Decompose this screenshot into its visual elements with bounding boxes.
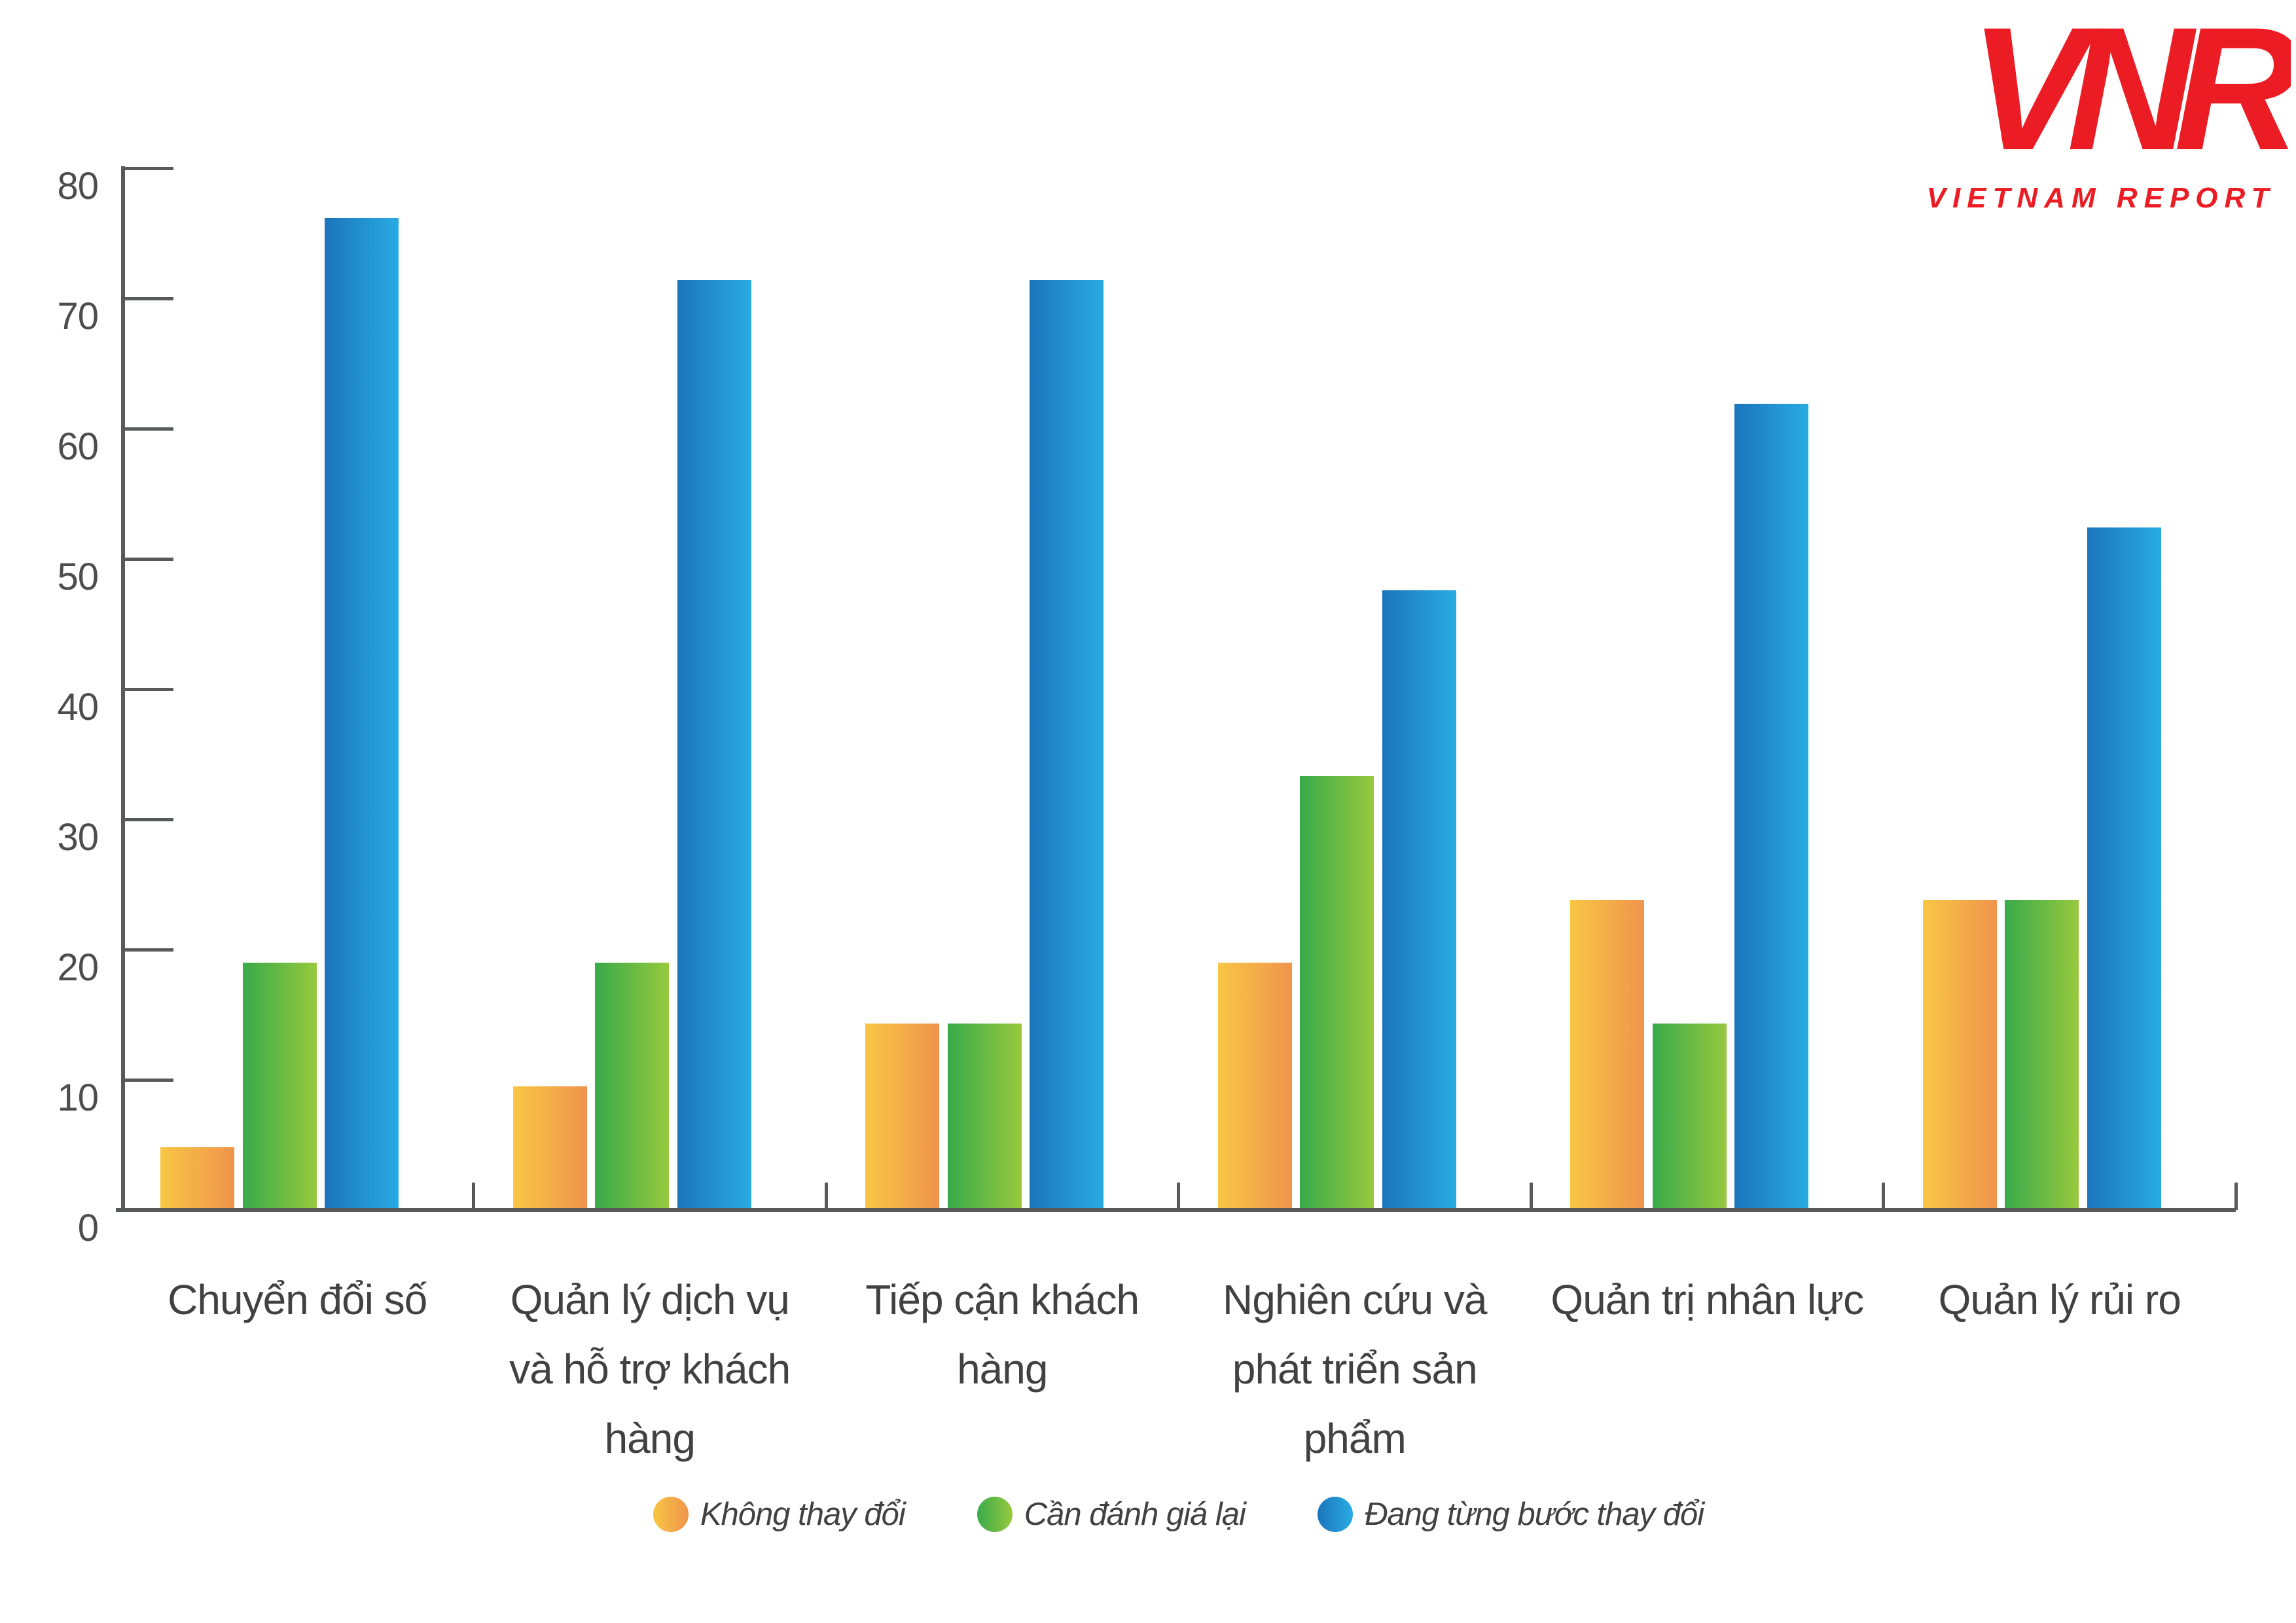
y-tick	[121, 687, 173, 691]
bar-đang-từng-bước-thay-đổi-cat2	[1030, 280, 1103, 1210]
bar-đang-từng-bước-thay-đổi-cat4	[1734, 404, 1808, 1210]
x-axis	[116, 1208, 2236, 1212]
category-label: Quản lý dịch vụ và hỗ trợ khách hàng	[474, 1265, 827, 1473]
legend-marker-icon	[977, 1497, 1013, 1532]
y-tick-label: 60	[57, 425, 99, 468]
y-tick-label: 40	[57, 686, 99, 728]
y-tick-label: 10	[57, 1077, 99, 1119]
legend: Không thay đổi Cần đánh giá lại Đang từng …	[121, 1493, 2236, 1535]
y-tick	[121, 817, 173, 821]
y-tick	[121, 166, 173, 170]
category-label: Quản trị nhân lực	[1531, 1265, 1884, 1334]
category-label: Quản lý rủi ro	[1884, 1265, 2236, 1334]
y-tick-label: 30	[57, 816, 99, 859]
y-tick-label: 80	[57, 165, 99, 207]
category-label-line: Quản lý rủi ro	[1938, 1276, 2181, 1323]
y-tick	[121, 296, 173, 300]
vnr-monogram-icon: VNR	[1969, 0, 2291, 183]
legend-marker-icon	[653, 1497, 689, 1532]
legend-marker-icon	[1317, 1497, 1353, 1532]
bar-không-thay-đổi-cat5	[1922, 900, 1997, 1210]
x-boundary-tick	[1529, 1183, 1533, 1210]
legend-item: Cần đánh giá lại	[977, 1497, 1246, 1532]
bar-không-thay-đổi-cat1	[512, 1086, 587, 1210]
legend-label: Không thay đổi	[700, 1497, 906, 1532]
vnr-monogram-text: VNR	[1969, 0, 2291, 183]
bar-không-thay-đổi-cat0	[160, 1147, 234, 1210]
category-label: Chuyển đổi số	[121, 1265, 474, 1334]
bar-cần-đánh-giá-lại-cat2	[947, 1024, 1022, 1210]
bar-không-thay-đổi-cat2	[865, 1024, 939, 1210]
y-tick	[121, 1078, 173, 1082]
y-tick-label: 0	[77, 1207, 99, 1249]
x-boundary-tick	[472, 1183, 475, 1210]
category-label: Nghiên cứu và phát triển sản phẩm	[1179, 1265, 1532, 1473]
x-boundary-tick	[2234, 1183, 2238, 1210]
legend-item: Không thay đổi	[653, 1497, 906, 1532]
legend-label: Đang từng bước thay đổi	[1364, 1497, 1704, 1532]
bar-đang-từng-bước-thay-đổi-cat5	[2087, 527, 2161, 1210]
bar-không-thay-đổi-cat3	[1217, 962, 1292, 1210]
y-tick	[121, 948, 173, 952]
bar-đang-từng-bước-thay-đổi-cat3	[1382, 590, 1456, 1210]
y-tick-label: 70	[57, 295, 99, 338]
category-label-line: phát triển sản phẩm	[1232, 1346, 1478, 1462]
bar-cần-đánh-giá-lại-cat0	[242, 962, 317, 1210]
category-label: Tiếp cận khách hàng	[826, 1265, 1179, 1404]
bar-cần-đánh-giá-lại-cat4	[1652, 1024, 1727, 1210]
vietnam-report-logo: VNR VIETNAM REPORT	[1911, 0, 2291, 223]
bar-đang-từng-bước-thay-đổi-cat0	[325, 217, 399, 1210]
x-boundary-tick	[1882, 1183, 1885, 1210]
category-label-line: Chuyển đổi số	[168, 1276, 427, 1323]
category-label-line: và hỗ trợ khách hàng	[509, 1346, 791, 1462]
bar-đang-từng-bước-thay-đổi-cat1	[677, 280, 751, 1210]
x-boundary-tick	[1177, 1183, 1180, 1210]
bar-cần-đánh-giá-lại-cat3	[1300, 776, 1374, 1210]
bar-không-thay-đổi-cat4	[1570, 900, 1644, 1210]
x-boundary-tick	[824, 1183, 828, 1210]
legend-item: Đang từng bước thay đổi	[1317, 1497, 1704, 1532]
category-label-line: Quản lý dịch vụ	[510, 1276, 790, 1323]
y-tick-label: 20	[57, 946, 99, 989]
y-tick-label: 50	[57, 556, 99, 598]
category-label-line: Nghiên cứu và	[1223, 1276, 1487, 1323]
legend-label: Cần đánh giá lại	[1024, 1497, 1246, 1532]
y-tick	[121, 557, 173, 561]
bar-cần-đánh-giá-lại-cat1	[595, 962, 669, 1210]
category-label-line: Tiếp cận khách hàng	[865, 1276, 1139, 1393]
logo-subtext: VIETNAM REPORT	[1926, 182, 2276, 214]
y-tick	[121, 427, 173, 431]
category-label-line: Quản trị nhân lực	[1551, 1276, 1864, 1323]
bar-cần-đánh-giá-lại-cat5	[2005, 900, 2079, 1210]
